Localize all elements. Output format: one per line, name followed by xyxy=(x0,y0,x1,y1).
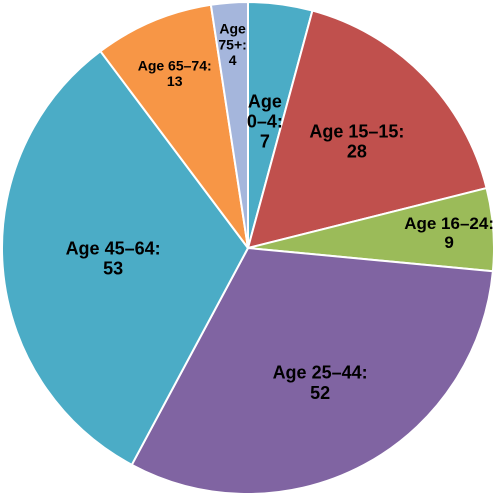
slice-label-text: Age 25–44: xyxy=(273,363,368,383)
slice-value: 52 xyxy=(310,383,330,403)
slice-value: 9 xyxy=(444,233,453,252)
slice-value: 7 xyxy=(260,132,270,152)
slice-value: 28 xyxy=(347,142,367,162)
slice-label-text: Age 45–64: xyxy=(66,239,161,259)
slice-value: 53 xyxy=(103,259,123,279)
slice-label-text: Age xyxy=(248,91,282,111)
slice-label-text: Age xyxy=(219,21,246,37)
slice-label-text: 75+: xyxy=(218,36,246,52)
slice-label-text: 0–4: xyxy=(247,112,283,132)
slice-value: 13 xyxy=(167,73,183,89)
slice-label-text: Age 15–15: xyxy=(309,121,404,141)
slice-value: 4 xyxy=(229,52,237,68)
slice-label-text: Age 16–24: xyxy=(404,214,494,233)
slice-label-text: Age 65–74: xyxy=(138,57,212,73)
